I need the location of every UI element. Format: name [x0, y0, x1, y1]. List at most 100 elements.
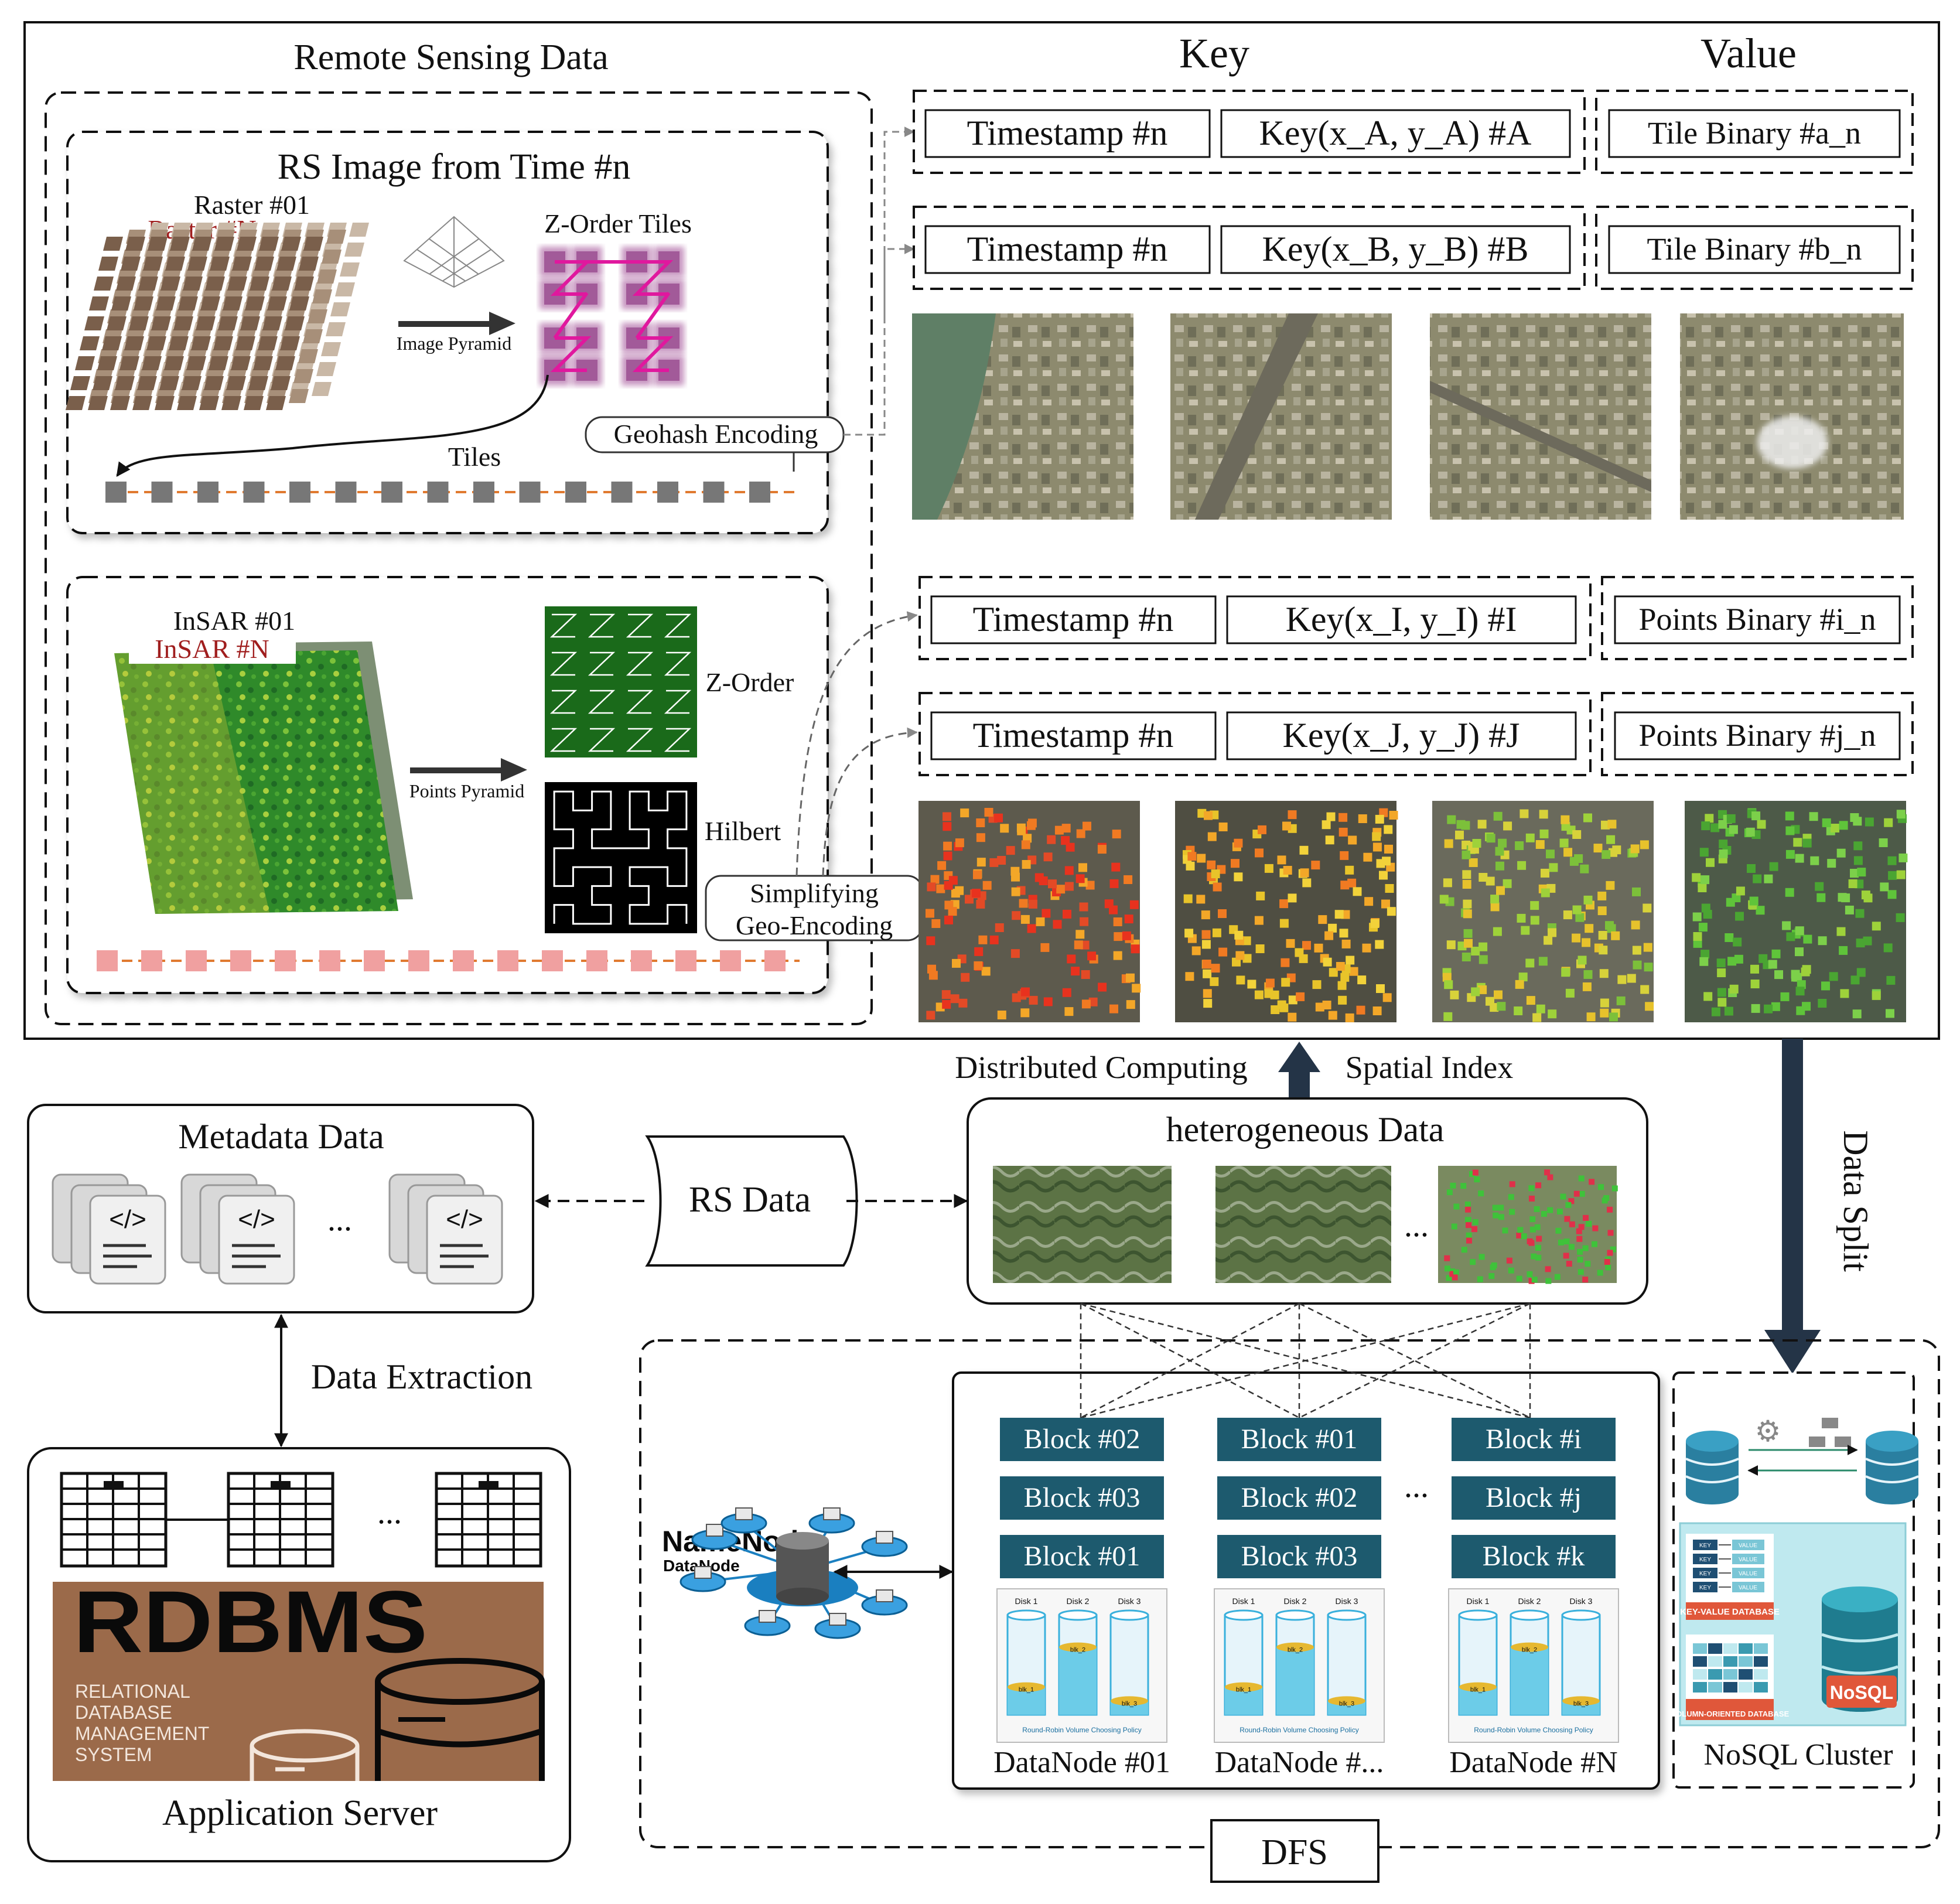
points-pyramid-label: Points Pyramid: [409, 780, 524, 801]
raster-tile: [111, 296, 131, 310]
code-glyph: </>: [446, 1205, 483, 1234]
value-label: Tile Binary #b_n: [1647, 231, 1862, 267]
raster-tile: [232, 257, 252, 271]
raster-tile: [102, 336, 122, 350]
value-group: [1601, 576, 1914, 660]
code-document-icon: </>: [388, 1173, 503, 1285]
disk-block-label: blk_1: [1019, 1687, 1034, 1694]
kv-row: Timestamp #n Key(x_I, y_I) #I Points Binar…: [918, 576, 1914, 660]
simplifying-label-1: Simplifying: [750, 878, 879, 908]
rdbms-db-icon-small: [250, 1729, 360, 1781]
raster-tile: [137, 376, 157, 390]
raster-tile: [196, 316, 216, 330]
raster-tile: [316, 362, 336, 376]
raster-tile: [335, 282, 355, 296]
raster-tile: [119, 356, 139, 370]
key-group: [918, 576, 1592, 660]
kv-value-cell: VALUE: [1739, 1585, 1757, 1591]
geohash-arrow-b: [883, 244, 915, 316]
disk-label: Disk 2: [1518, 1596, 1541, 1606]
raster-tile: [164, 356, 184, 370]
kv-value-cell: VALUE: [1739, 1557, 1757, 1563]
disk-block-label: blk_1: [1470, 1687, 1486, 1694]
raster-tile: [170, 237, 190, 251]
block: [1217, 1476, 1381, 1520]
raster-tile: [293, 369, 313, 383]
data-extraction-label: Data Extraction: [311, 1357, 532, 1396]
zorder-curve-graphic: [545, 606, 697, 757]
simplifying-label-2: Geo-Encoding: [736, 910, 893, 940]
raster-tile: [116, 277, 136, 291]
hetero-image-1: [993, 1166, 1172, 1283]
block-label: Block #01: [1024, 1541, 1141, 1572]
gear-icon: ⚙: [1755, 1415, 1781, 1448]
raster-tile: [326, 322, 346, 336]
dfs-label-box: [1210, 1819, 1379, 1883]
hierarchy-icon: [1809, 1418, 1851, 1447]
timestamp-box: [930, 711, 1217, 760]
block-label: Block #01: [1241, 1424, 1358, 1455]
raster-tile: [138, 277, 158, 291]
tile-square: [611, 482, 633, 503]
raster-tile: [322, 250, 342, 264]
disk-label: Disk 3: [1118, 1596, 1141, 1606]
block: [1000, 1476, 1164, 1520]
key-group: [918, 692, 1592, 776]
kv-key-cell: KEY: [1699, 1557, 1711, 1563]
block: [1217, 1535, 1381, 1578]
insar-thumbnail: [1432, 801, 1654, 1022]
top-panel: [23, 21, 1940, 1040]
raster-tile: [161, 277, 180, 291]
rdbms-line-4: SYSTEM: [75, 1744, 152, 1765]
block-label: Block #03: [1241, 1541, 1358, 1572]
policy-label: Round-Robin Volume Choosing Policy: [1474, 1726, 1593, 1734]
insar-01-label: InSAR #01: [173, 606, 295, 636]
raster-tile: [276, 257, 296, 271]
disk-label: Disk 2: [1067, 1596, 1090, 1606]
table-ellipsis: ...: [377, 1494, 402, 1531]
hetero-title: heterogeneous Data: [1166, 1110, 1445, 1149]
rs-data-shape: [645, 1135, 858, 1267]
tiles-return-arrow: [116, 374, 549, 477]
raster-tile: [204, 376, 224, 390]
raster-tile: [155, 396, 175, 410]
zorder-tiles-label: Z-Order Tiles: [544, 209, 692, 238]
kv-key-cell: KEY: [1699, 1571, 1711, 1577]
raster-tile: [93, 376, 112, 390]
raster-tile: [142, 356, 162, 370]
data-split-arrow: [1764, 1039, 1821, 1374]
timestamp-label: Timestamp #n: [973, 716, 1174, 755]
raster-tile: [237, 237, 257, 251]
raster-tile: [80, 336, 100, 350]
code-glyph: </>: [238, 1205, 275, 1234]
raster-tile: [70, 376, 90, 390]
raster-tile: [248, 376, 268, 390]
raster-tile: [148, 237, 168, 251]
datanode-column: Block #02 Block #03 Block #01 Disk 1 blk_1 Di…: [993, 1418, 1170, 1779]
raster-tile: [165, 257, 185, 271]
point-square: [497, 950, 518, 971]
hilbert-label: Hilbert: [705, 816, 781, 846]
key-group: [913, 206, 1586, 290]
raster-tile: [312, 289, 332, 303]
point-square: [675, 950, 696, 971]
tile-square: [749, 482, 770, 503]
tile-square: [289, 482, 310, 503]
disk-label: Disk 2: [1284, 1596, 1307, 1606]
raster-tile: [281, 237, 301, 251]
raster-tile: [186, 356, 206, 370]
raster-tile: [205, 277, 225, 291]
point-square: [586, 950, 607, 971]
raster-tile: [267, 296, 287, 310]
timestamp-label: Timestamp #n: [973, 600, 1174, 639]
code-document-icon: </>: [180, 1173, 295, 1285]
disk-label: Disk 1: [1232, 1596, 1255, 1606]
raster-tile: [134, 296, 153, 310]
nosql-db-icon-left: [1685, 1431, 1739, 1504]
remote-sensing-title: Remote Sensing Data: [293, 37, 608, 77]
disk-label: Disk 3: [1570, 1596, 1593, 1606]
raster-tile: [294, 277, 314, 291]
raster-tile: [88, 396, 108, 410]
block: [1452, 1418, 1616, 1461]
raster-tile: [235, 336, 255, 350]
